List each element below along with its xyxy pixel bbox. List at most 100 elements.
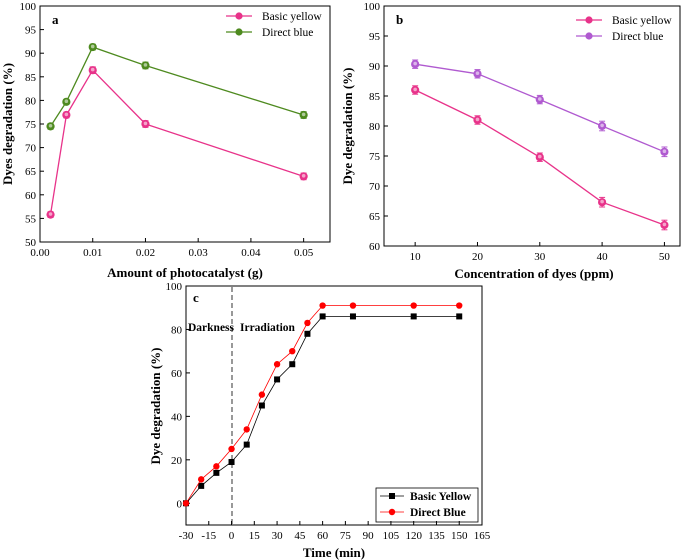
data-point [228, 458, 235, 465]
data-point-highlight [90, 44, 95, 49]
panel-a-legend-label: Direct blue [262, 27, 313, 39]
data-point-highlight [600, 199, 604, 204]
legend-marker [585, 16, 593, 24]
data-point-highlight [662, 222, 667, 227]
panel-a-ytick-label: 55 [25, 213, 37, 225]
data-point [243, 426, 250, 433]
data-point-highlight [537, 154, 542, 159]
panel-b-ytick-label: 100 [364, 1, 381, 13]
chart-panel-a: a 0.00 0.01 0.02 0.03 0.04 0.05 50 55 60… [0, 1, 331, 280]
panel-c-ytick-label: 40 [171, 411, 183, 423]
panel-b-legend: Basic yellow Direct blue [612, 15, 672, 43]
data-point [182, 500, 190, 507]
data-point-highlight [64, 112, 69, 117]
data-point-highlight [475, 71, 480, 75]
data-point [319, 302, 326, 309]
panel-a-ytick-label: 80 [25, 95, 37, 107]
data-point [213, 463, 220, 470]
series-line-basic-yellow [49, 69, 304, 215]
panel-b-legend-label: Direct blue [612, 31, 663, 43]
legend-marker [388, 508, 396, 516]
panel-c-xtick-labels: -30 -15 0 15 30 45 60 75 90 105 120 135 … [179, 530, 491, 542]
panel-c-xtick-label: 15 [249, 530, 261, 542]
series-line-direct-blue [185, 305, 460, 504]
legend-marker [235, 12, 243, 20]
data-point [228, 445, 235, 453]
panel-a-ytick-label: 65 [25, 166, 37, 178]
data-point-highlight [475, 117, 480, 122]
panel-a-ytick-label: 75 [25, 119, 37, 131]
panel-c-ytick-label: 100 [166, 281, 183, 293]
data-point [198, 482, 205, 489]
panel-b-ytick-label: 75 [369, 151, 381, 163]
data-point [319, 313, 326, 320]
panel-b-ytick-label: 65 [369, 211, 381, 223]
panel-b-xtick-label: 30 [534, 251, 546, 263]
panel-b-label: b [396, 12, 403, 27]
panel-c-legend: Basic Yellow Direct Blue [410, 491, 472, 519]
panel-b-xtick-label: 20 [472, 251, 484, 263]
panel-b-xtick-label: 40 [597, 251, 609, 263]
panel-a-xtick-label: 0.00 [30, 247, 50, 259]
data-point-highlight [48, 212, 53, 216]
panel-c-ytick-label: 20 [171, 455, 183, 467]
panel-c-xtick-label: 45 [294, 530, 306, 542]
panel-a-ytick-label: 90 [25, 48, 37, 60]
panel-c-xtick-label: 165 [474, 530, 491, 542]
panel-a-legend: Basic yellow Direct blue [262, 11, 322, 39]
panel-a-xtick-label: 0.01 [83, 247, 102, 259]
panel-a-ytick-label: 95 [25, 25, 37, 37]
panel-c-legend-label: Direct Blue [410, 507, 466, 519]
panel-c-xtick-label: 135 [428, 530, 445, 542]
panel-b-ytick-label: 95 [369, 31, 381, 43]
darkness-annotation: Darkness [188, 322, 235, 334]
panel-b-xtick-labels: 10 20 30 40 50 [410, 251, 671, 263]
panel-b-xtick-label: 10 [410, 251, 422, 263]
data-point-highlight [143, 63, 148, 67]
panel-a-xtick-label: 0.03 [189, 247, 209, 259]
chart-panel-b: b 10 20 30 40 50 60 65 70 75 80 85 90 95… [340, 1, 681, 281]
data-point-highlight [64, 99, 69, 104]
panel-c-x-axis-label: Time (min) [303, 545, 365, 560]
panel-c-ytick-label: 60 [171, 368, 183, 380]
data-point [273, 361, 281, 368]
data-point-highlight [301, 173, 306, 178]
panel-c-ytick-label: 80 [171, 324, 183, 336]
panel-b-ytick-label: 90 [369, 61, 381, 73]
panel-c-plot-frame [185, 285, 483, 526]
panel-b-ytick-labels: 60 65 70 75 80 85 90 95 100 [364, 1, 381, 253]
legend-marker [235, 28, 243, 36]
data-point [289, 361, 296, 368]
panel-b-ytick-label: 60 [369, 241, 381, 253]
panel-c-label: c [193, 290, 199, 305]
series-line-direct-blue [49, 46, 304, 127]
panel-a-ytick-label: 100 [20, 1, 37, 13]
panel-a-xtick-label: 0.02 [136, 247, 155, 259]
data-point [456, 313, 463, 320]
data-point-highlight [301, 112, 306, 117]
data-point [197, 476, 205, 483]
panel-c-xtick-label: 60 [317, 530, 329, 542]
series-line-basic-yellow [185, 315, 460, 504]
panel-b-ytick-label: 70 [369, 181, 381, 193]
data-point [410, 302, 417, 309]
panel-a-plot-frame [39, 5, 331, 243]
data-point-highlight [413, 87, 417, 92]
panel-c-xtick-label: 0 [229, 530, 235, 542]
panel-b-x-axis-label: Concentration of dyes (ppm) [454, 266, 613, 281]
data-point-highlight [48, 123, 53, 128]
data-point [456, 302, 463, 309]
panel-a-ytick-label: 70 [25, 143, 37, 155]
panel-a-x-axis-label: Amount of photocatalyst (g) [107, 265, 263, 280]
panel-a-y-axis-label: Dyes degradation (%) [0, 63, 15, 185]
panel-b-ytick-label: 80 [369, 121, 381, 133]
data-point-highlight [537, 97, 542, 101]
panel-c-ytick-label: 0 [177, 498, 183, 510]
panel-b-y-axis-label: Dye degradation (%) [340, 68, 355, 185]
panel-c-xtick-label: 120 [405, 530, 422, 542]
panel-a-label: a [52, 12, 59, 27]
panel-a-ytick-label: 85 [25, 72, 37, 84]
panel-c-xtick-label: 30 [272, 530, 284, 542]
panel-a-xtick-labels: 0.00 0.01 0.02 0.03 0.04 0.05 [30, 247, 313, 259]
